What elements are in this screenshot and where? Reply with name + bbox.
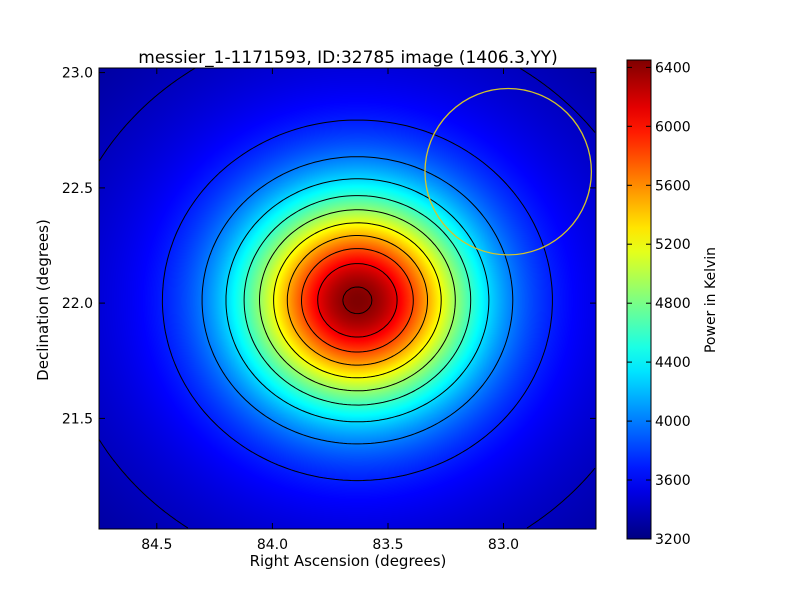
x-tick-label: 83.5 [372, 537, 403, 553]
colorbar-tick-label: 5600 [655, 178, 691, 194]
colorbar-tick-label: 6000 [655, 119, 691, 135]
y-tick-label: 21.5 [62, 411, 93, 427]
colorbar: 3200 3600 4000 4400 4800 5200 5600 6000 6400 Pow… [626, 59, 719, 548]
annotation-circle [424, 87, 593, 256]
colorbar-tick-label: 5200 [655, 237, 691, 253]
contour-level-3 [225, 178, 490, 423]
x-tick-label: 84.0 [257, 537, 288, 553]
contour-level-6 [273, 222, 442, 379]
plot-area [98, 67, 597, 530]
y-tick-label: 23.0 [62, 66, 93, 82]
heatmap-image [99, 68, 596, 529]
colorbar-label: Power in Kelvin [703, 247, 719, 353]
contour-level-4 [243, 195, 472, 406]
contour-level-1 [161, 119, 553, 482]
y-axis: 21.5 22.0 22.5 23.0 [62, 66, 596, 427]
colorbar-tick-label: 3200 [655, 532, 691, 548]
plot-frame [98, 67, 597, 530]
contour-level-9 [317, 263, 398, 338]
x-tick-label: 83.0 [488, 537, 519, 553]
colorbar-tick-label: 4800 [655, 296, 691, 312]
colorbar-tick-label: 6400 [655, 60, 691, 76]
x-tick-label: 84.5 [141, 537, 172, 553]
chart-title: messier_1-1171593, ID:32785 image (1406.… [138, 48, 557, 68]
colorbar-ticks: 3200 3600 4000 4400 4800 5200 5600 6000 6400 [627, 60, 691, 548]
contour-level-0 [99, 68, 596, 529]
contour-level-8 [301, 248, 414, 353]
colorbar-tick-label: 4000 [655, 414, 691, 430]
y-axis-label: Declination (degrees) [34, 219, 52, 381]
y-tick-label: 22.5 [62, 181, 93, 197]
colorbar-tick-label: 3600 [655, 473, 691, 489]
x-axis-label: Right Ascension (degrees) [250, 552, 447, 570]
contour-lines [99, 68, 596, 529]
colorbar-frame [626, 59, 652, 540]
contour-level-10 [342, 286, 373, 315]
contour-level-7 [286, 235, 428, 366]
colorbar-tick-label: 4400 [655, 355, 691, 371]
x-axis: 84.5 84.0 83.5 83.0 [141, 68, 519, 553]
contour-level-2 [201, 156, 514, 445]
y-tick-label: 22.0 [62, 296, 93, 312]
colorbar-gradient [627, 60, 651, 539]
contour-level-5 [259, 209, 456, 392]
